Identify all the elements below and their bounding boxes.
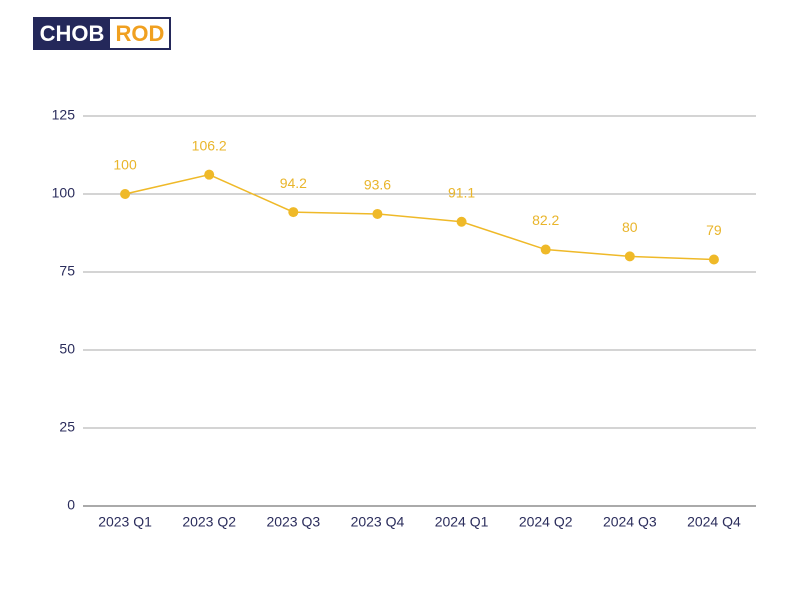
x-tick-label: 2024 Q1 xyxy=(435,514,489,530)
y-tick-label: 50 xyxy=(59,341,75,357)
point xyxy=(372,208,383,219)
data-label: 106.2 xyxy=(192,137,227,153)
x-tick-label: 2024 Q3 xyxy=(603,514,657,530)
point xyxy=(120,189,131,199)
point xyxy=(204,169,215,180)
point xyxy=(456,216,467,227)
y-tick-label: 100 xyxy=(52,185,76,201)
logo-left-box xyxy=(34,18,110,49)
y-tick-label: 0 xyxy=(67,497,75,513)
x-tick-label: 2024 Q2 xyxy=(519,514,573,530)
x-tick-label: 2023 Q1 xyxy=(98,514,152,530)
x-tick-label: 2023 Q2 xyxy=(182,514,236,530)
data-label: 94.2 xyxy=(280,175,307,191)
line xyxy=(124,173,714,261)
data-label: 91.1 xyxy=(448,184,475,200)
logo: CHOB ROD xyxy=(33,17,171,50)
point xyxy=(708,254,719,265)
y-tick-label: 75 xyxy=(59,263,75,279)
data-label: 82.2 xyxy=(532,212,559,228)
data-label: 93.6 xyxy=(364,177,391,193)
logo-right: ROD xyxy=(116,21,165,46)
point xyxy=(540,244,551,255)
x-tick-label: 2023 Q3 xyxy=(266,514,320,530)
point xyxy=(288,207,299,218)
logo-left: CHOB xyxy=(40,21,105,46)
y-tick-label: 25 xyxy=(59,419,75,435)
y-tick-label: 125 xyxy=(52,107,76,123)
x-tick-label: 2024 Q4 xyxy=(687,514,741,530)
data-label: 100 xyxy=(113,157,137,173)
data-label: 79 xyxy=(706,222,722,238)
point xyxy=(624,251,635,262)
x-tick-label: 2023 Q4 xyxy=(351,514,405,530)
data-label: 80 xyxy=(622,219,638,235)
